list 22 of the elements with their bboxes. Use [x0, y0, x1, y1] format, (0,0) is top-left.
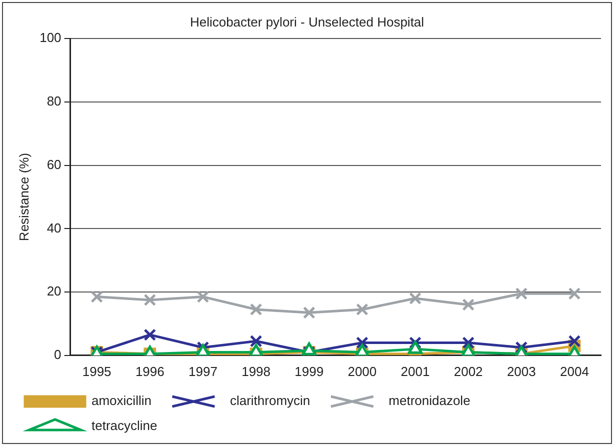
y-tick-label: 20 — [46, 284, 62, 299]
x-tick-label: 1999 — [294, 364, 324, 379]
x-tick-label: 2003 — [506, 364, 536, 379]
legend-label: amoxicillin — [92, 393, 152, 408]
x-tick-label: 2002 — [454, 364, 483, 379]
legend-label: metronidazole — [388, 393, 470, 408]
x-tick-label: 1998 — [242, 364, 270, 379]
x-tick-label: 1996 — [135, 364, 164, 379]
y-tick-label: 100 — [40, 30, 62, 46]
x-tick-label: 2000 — [348, 364, 377, 379]
legend-label: clarithromycin — [230, 393, 310, 408]
y-tick-label: 60 — [46, 156, 62, 172]
x-tick-label: 1997 — [188, 364, 218, 379]
x-tick-label: 1995 — [82, 364, 112, 379]
legend-label: tetracycline — [92, 418, 158, 434]
y-tick-label: 40 — [46, 220, 62, 236]
y-tick-label: 80 — [46, 94, 62, 109]
y-axis-title: Resistance (%) — [16, 152, 32, 242]
chart-title: Helicobacter pylori - Unselected Hospital — [190, 14, 424, 30]
y-tick-label: 0 — [54, 346, 62, 362]
x-tick-label: 2001 — [400, 364, 430, 379]
x-tick-label: 2004 — [560, 364, 589, 379]
